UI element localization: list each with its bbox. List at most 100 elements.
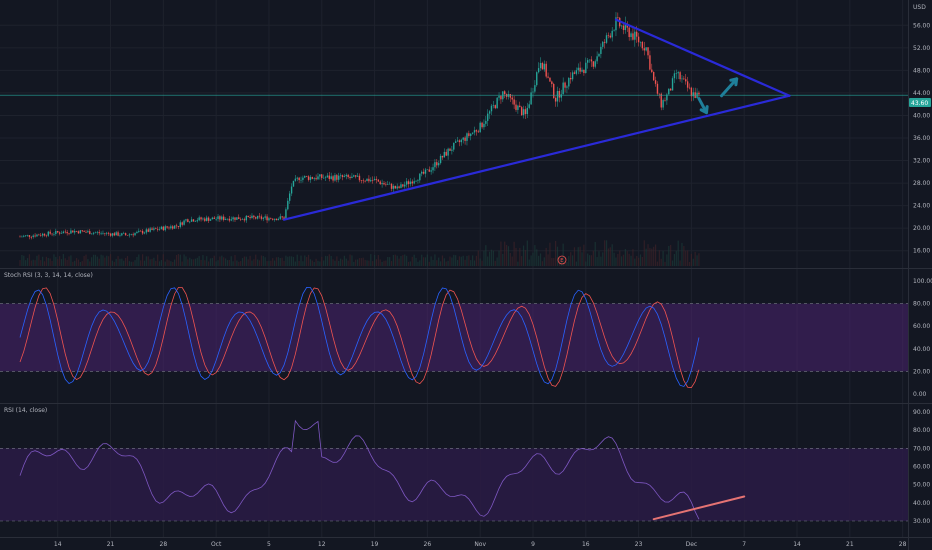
price-candle[interactable] <box>639 41 642 47</box>
price-candle[interactable] <box>172 225 174 230</box>
price-candle[interactable] <box>492 100 495 109</box>
price-candle[interactable] <box>156 226 159 232</box>
price-candle[interactable] <box>419 173 421 183</box>
price-candle[interactable] <box>68 232 70 236</box>
price-candle[interactable] <box>603 39 606 49</box>
price-candle[interactable] <box>305 175 308 178</box>
rising-trendline[interactable] <box>282 94 791 221</box>
price-candle[interactable] <box>241 217 244 220</box>
price-candle[interactable] <box>106 231 108 236</box>
price-candle[interactable] <box>536 71 538 87</box>
price-candle[interactable] <box>564 81 566 93</box>
price-candle[interactable] <box>477 129 479 133</box>
price-candle[interactable] <box>270 217 272 220</box>
price-candle[interactable] <box>498 92 500 101</box>
price-candle[interactable] <box>36 233 38 237</box>
price-candle[interactable] <box>460 138 463 146</box>
price-candle[interactable] <box>57 230 59 234</box>
price-candle[interactable] <box>311 176 314 180</box>
price-candle[interactable] <box>55 228 57 236</box>
price-candle[interactable] <box>649 50 651 71</box>
price-candle[interactable] <box>471 132 474 135</box>
price-candle[interactable] <box>356 172 359 177</box>
price-candle[interactable] <box>368 175 370 183</box>
price-candle[interactable] <box>234 217 236 222</box>
price-candle[interactable] <box>366 178 368 182</box>
price-candle[interactable] <box>338 172 340 183</box>
price-candle[interactable] <box>230 216 232 222</box>
price-candle[interactable] <box>247 215 249 218</box>
price-candle[interactable] <box>85 230 87 234</box>
price-candle[interactable] <box>351 173 353 179</box>
price-candle[interactable] <box>255 216 257 220</box>
price-candle[interactable] <box>294 175 297 182</box>
price-candle[interactable] <box>520 105 523 116</box>
price-candle[interactable] <box>654 76 657 87</box>
price-candle[interactable] <box>215 216 217 222</box>
price-candle[interactable] <box>228 215 231 223</box>
price-candle[interactable] <box>547 72 549 79</box>
price-candle[interactable] <box>296 176 298 182</box>
price-candle[interactable] <box>662 98 664 111</box>
price-candle[interactable] <box>458 139 461 147</box>
price-candle[interactable] <box>362 178 364 184</box>
price-candle[interactable] <box>89 228 91 235</box>
price-candle[interactable] <box>332 174 334 183</box>
price-candle[interactable] <box>262 216 264 222</box>
price-candle[interactable] <box>315 174 317 181</box>
price-candle[interactable] <box>326 172 329 178</box>
price-candle[interactable] <box>539 57 542 71</box>
price-candle[interactable] <box>360 180 363 184</box>
price-candle[interactable] <box>439 153 442 165</box>
price-candle[interactable] <box>658 93 661 99</box>
price-candle[interactable] <box>385 181 387 187</box>
price-candle[interactable] <box>324 175 327 181</box>
price-candle[interactable] <box>613 29 615 32</box>
price-candle[interactable] <box>239 217 242 222</box>
price-candle[interactable] <box>383 181 385 186</box>
price-candle[interactable] <box>121 232 123 237</box>
price-candle[interactable] <box>32 234 34 239</box>
price-candle[interactable] <box>590 56 593 68</box>
price-candle[interactable] <box>236 217 238 220</box>
price-candle[interactable] <box>673 70 676 84</box>
price-candle[interactable] <box>245 214 248 223</box>
price-candle[interactable] <box>75 230 78 233</box>
price-candle[interactable] <box>522 105 525 119</box>
price-candle[interactable] <box>102 230 104 235</box>
price-candle[interactable] <box>341 174 344 181</box>
price-candle[interactable] <box>292 180 295 187</box>
price-candle[interactable] <box>319 174 321 180</box>
price-candle[interactable] <box>698 90 700 99</box>
price-candle[interactable] <box>204 217 206 223</box>
price-candle[interactable] <box>609 33 612 39</box>
price-candle[interactable] <box>47 230 49 237</box>
price-candle[interactable] <box>622 22 625 35</box>
price-candle[interactable] <box>685 74 687 85</box>
price-candle[interactable] <box>402 184 404 188</box>
price-candle[interactable] <box>109 232 112 237</box>
price-candle[interactable] <box>494 104 496 110</box>
price-candle[interactable] <box>379 180 381 185</box>
price-candle[interactable] <box>573 70 576 75</box>
price-candle[interactable] <box>77 230 80 234</box>
price-candle[interactable] <box>49 229 51 235</box>
price-candle[interactable] <box>652 71 655 81</box>
price-candle[interactable] <box>175 223 178 229</box>
price-candle[interactable] <box>571 70 574 82</box>
price-candle[interactable] <box>375 176 378 184</box>
price-candle[interactable] <box>19 235 21 238</box>
rsi-trendline[interactable] <box>652 495 746 521</box>
price-candle[interactable] <box>592 60 595 70</box>
price-candle[interactable] <box>60 230 63 234</box>
price-candle[interactable] <box>143 231 146 235</box>
price-candle[interactable] <box>588 59 591 63</box>
price-candle[interactable] <box>343 174 346 178</box>
price-candle[interactable] <box>147 227 149 233</box>
price-candle[interactable] <box>119 233 121 238</box>
price-candle[interactable] <box>336 173 338 183</box>
price-candle[interactable] <box>168 226 170 230</box>
price-candle[interactable] <box>45 234 48 238</box>
rsi-trend-annotation[interactable] <box>652 495 746 521</box>
price-candle[interactable] <box>81 230 83 233</box>
